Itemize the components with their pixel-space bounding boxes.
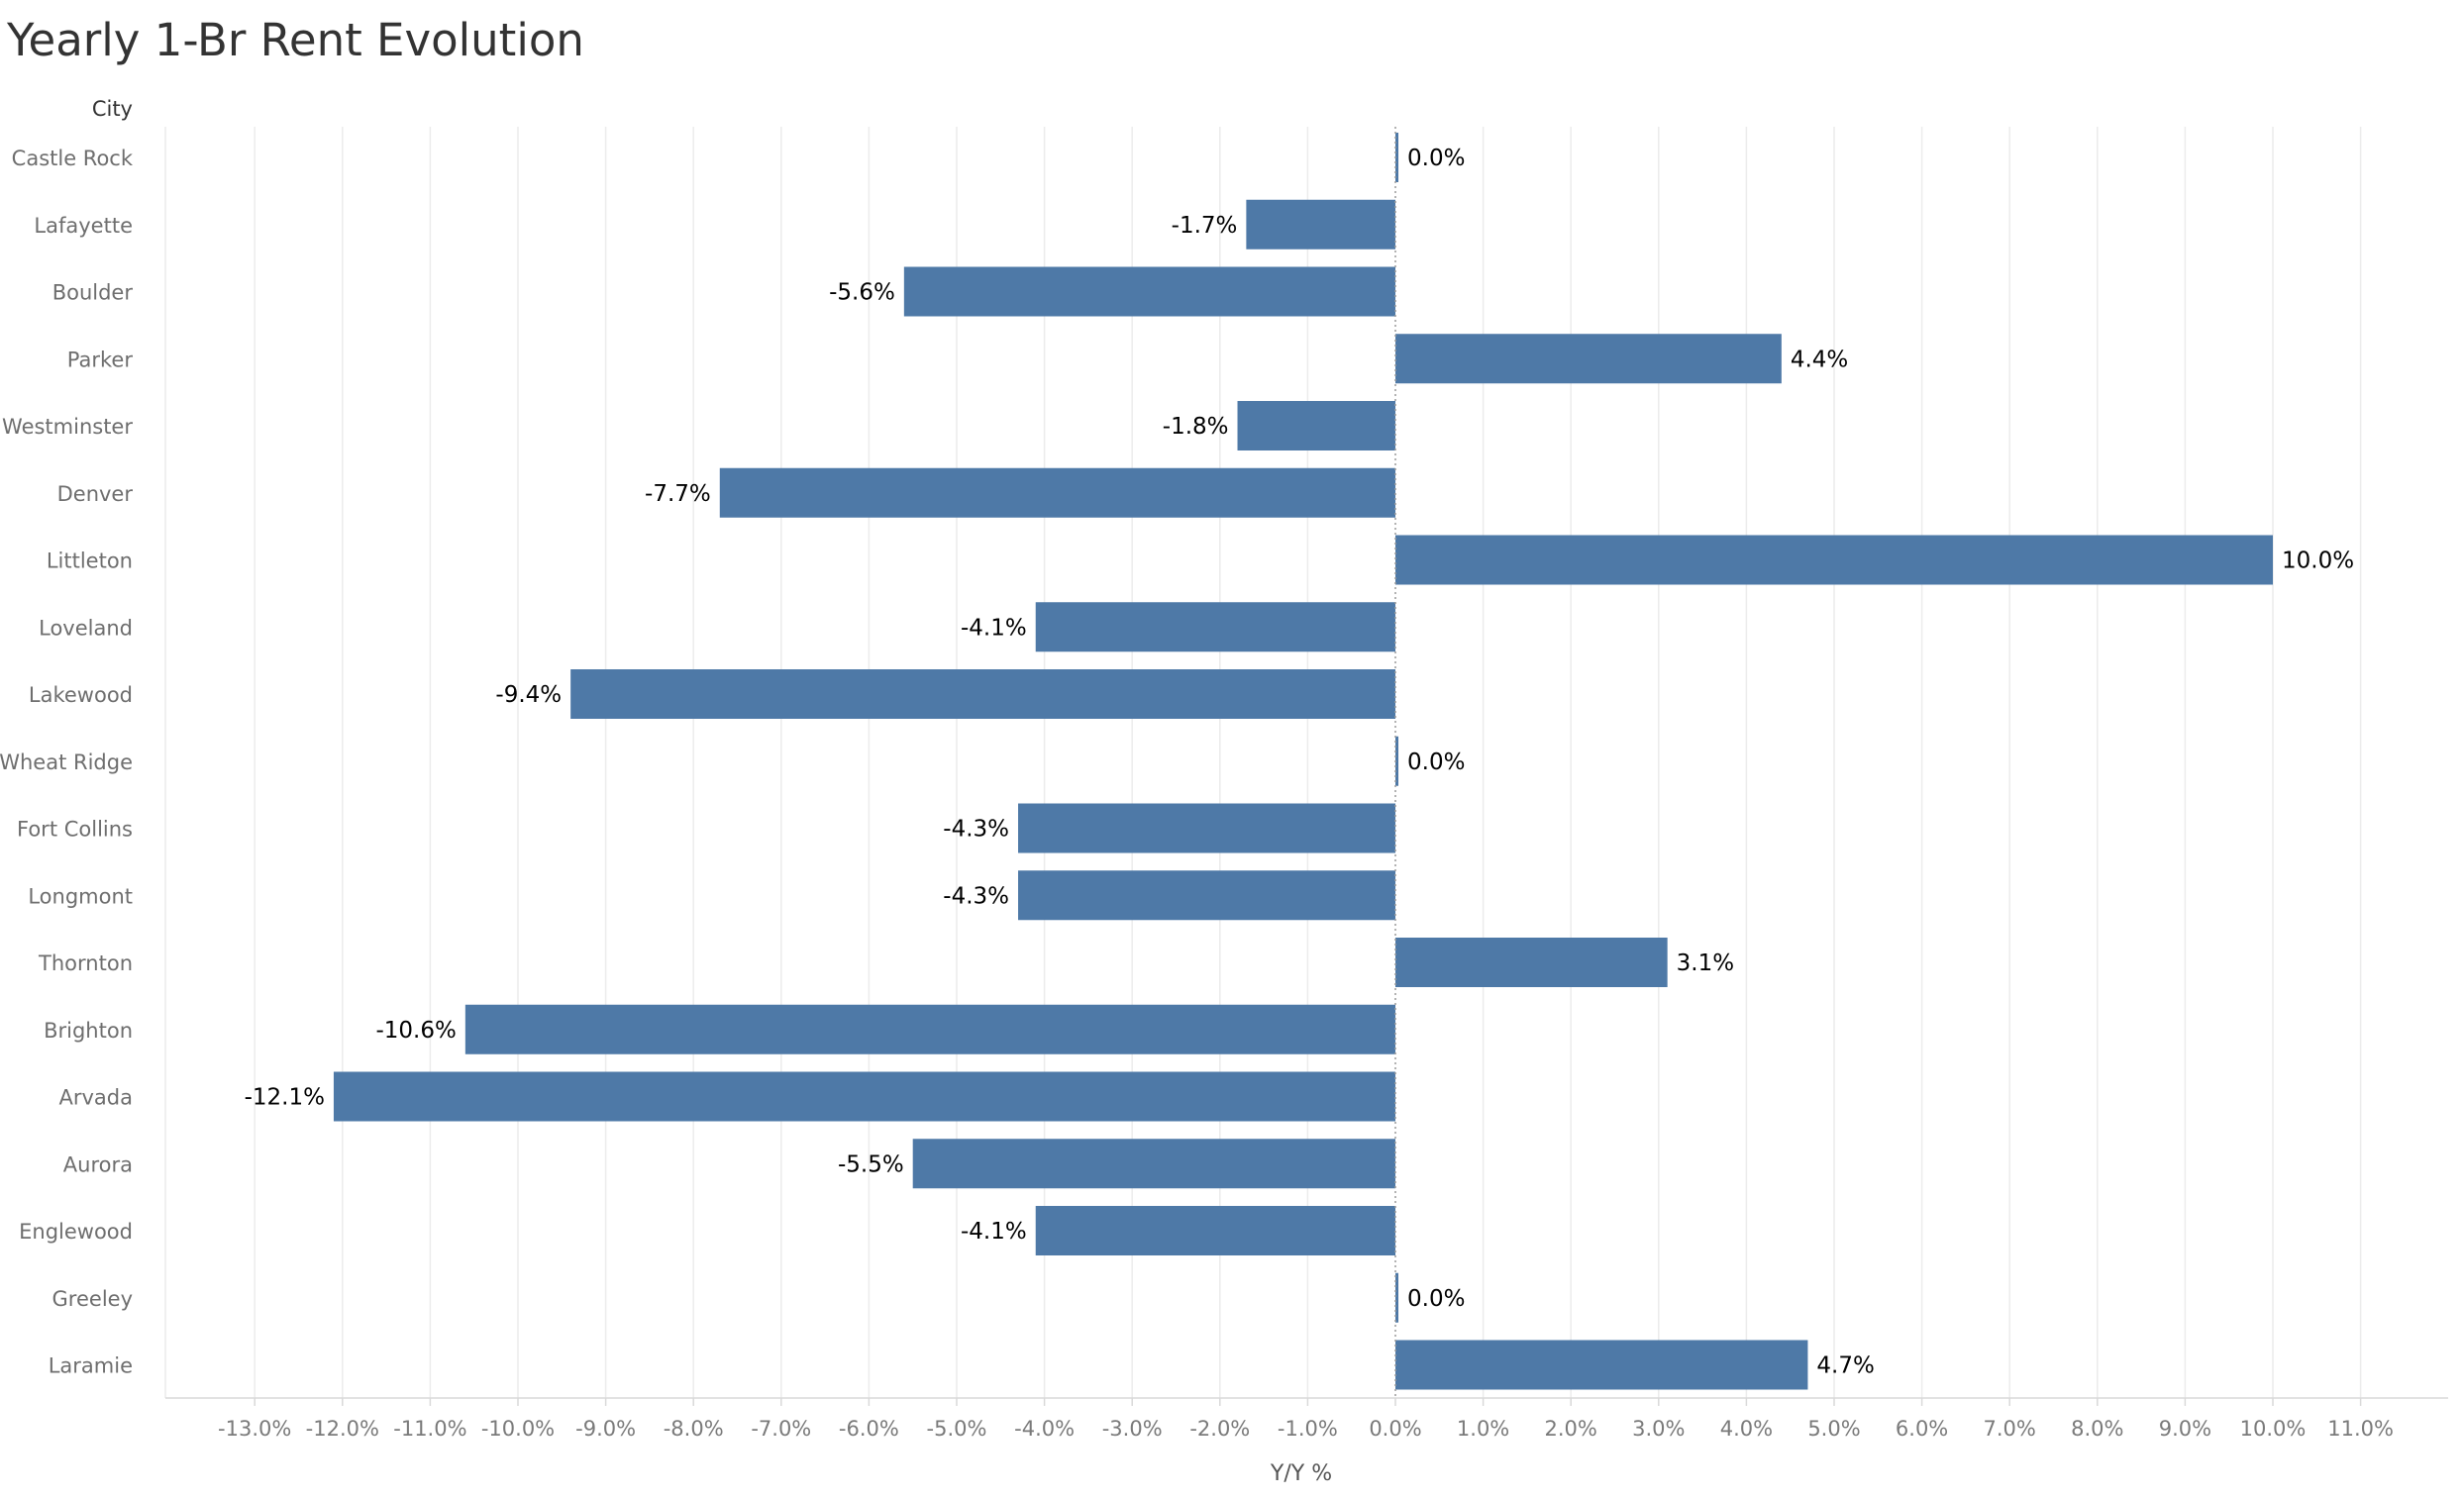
category-label: Longmont	[28, 884, 133, 908]
x-tick-label: 9.0%	[2159, 1417, 2211, 1441]
data-label: -9.4%	[495, 682, 562, 708]
data-label: 0.0%	[1407, 750, 1465, 775]
data-label: 4.4%	[1791, 347, 1848, 372]
bar	[464, 1004, 1396, 1054]
x-tick-label: -10.0%	[481, 1417, 555, 1441]
data-label: -10.6%	[375, 1018, 456, 1044]
category-label: Boulder	[52, 281, 134, 305]
x-tick-label: -11.0%	[393, 1417, 466, 1441]
category-label: Greeley	[52, 1287, 133, 1311]
bar	[1395, 535, 2273, 585]
x-tick-label: 11.0%	[2327, 1417, 2394, 1441]
category-labels: Castle Rock Lafayette Boulder Parker Westmin…	[0, 147, 134, 1378]
row-header: City	[92, 97, 133, 121]
category-label: Arvada	[59, 1086, 134, 1110]
data-label: -1.8%	[1163, 414, 1229, 440]
x-tick-label: -9.0%	[575, 1417, 636, 1441]
bar	[1246, 199, 1395, 250]
bar	[1035, 602, 1395, 652]
bar	[912, 1139, 1395, 1189]
x-tick-label: -1.0%	[1278, 1417, 1338, 1441]
bar	[1395, 736, 1398, 786]
category-label: Wheat Ridge	[0, 750, 133, 774]
category-label: Brighton	[44, 1019, 133, 1043]
x-tick-label: 7.0%	[1984, 1417, 2036, 1441]
x-tick-label: -4.0%	[1014, 1417, 1075, 1441]
bar	[1018, 870, 1395, 921]
category-label: Lakewood	[29, 683, 133, 707]
data-label: -4.3%	[943, 883, 1009, 909]
category-label: Loveland	[39, 616, 133, 640]
data-label: -7.7%	[645, 481, 711, 507]
x-tick-label: -5.0%	[927, 1417, 987, 1441]
bar	[719, 467, 1395, 518]
x-tick-label: -13.0%	[218, 1417, 291, 1441]
x-tick-label: 1.0%	[1457, 1417, 1509, 1441]
bar	[1395, 938, 1668, 987]
bar	[1237, 401, 1395, 450]
x-tick-label: 10.0%	[2240, 1417, 2307, 1441]
category-label: Englewood	[19, 1220, 133, 1244]
x-tick-label: 3.0%	[1632, 1417, 1685, 1441]
data-label: -5.5%	[838, 1151, 904, 1177]
data-label: 4.7%	[1816, 1353, 1874, 1379]
data-label: -1.7%	[1172, 213, 1238, 239]
x-tick-label: 4.0%	[1720, 1417, 1773, 1441]
category-label: Laramie	[49, 1354, 133, 1378]
bars	[333, 133, 2273, 1390]
x-tick-label: -3.0%	[1102, 1417, 1163, 1441]
bar	[333, 1071, 1396, 1122]
category-label: Parker	[67, 348, 134, 371]
x-tick-label: 8.0%	[2071, 1417, 2123, 1441]
data-label: 10.0%	[2282, 549, 2354, 574]
category-label: Lafayette	[34, 214, 133, 238]
category-label: Littleton	[47, 550, 133, 573]
x-tick-label: -6.0%	[839, 1417, 899, 1441]
bar	[1395, 133, 1398, 182]
data-label: -4.1%	[961, 615, 1027, 641]
bar	[1395, 1340, 1808, 1390]
data-label: -4.3%	[943, 817, 1009, 843]
bar	[1035, 1206, 1395, 1255]
x-tick-label: 0.0%	[1369, 1417, 1421, 1441]
x-axis-title: Y/Y %	[1270, 1461, 1332, 1486]
bar	[903, 266, 1395, 317]
data-label: 3.1%	[1677, 950, 1734, 976]
data-label: -12.1%	[245, 1085, 325, 1111]
x-axis-ticks: -13.0% -12.0% -11.0% -10.0% -9.0% -8.0% -7.0% -…	[218, 1398, 2394, 1441]
chart-title: Yearly 1-Br Rent Evolution	[7, 14, 584, 66]
data-label: -5.6%	[829, 280, 895, 306]
x-tick-label: 5.0%	[1807, 1417, 1860, 1441]
x-tick-label: -8.0%	[664, 1417, 724, 1441]
category-label: Denver	[57, 482, 134, 506]
category-label: Thornton	[38, 951, 133, 975]
bar	[1395, 1272, 1398, 1323]
category-label: Aurora	[63, 1152, 133, 1176]
data-label: 0.0%	[1407, 146, 1465, 171]
bar	[570, 669, 1395, 719]
bar	[1395, 334, 1782, 384]
data-label: 0.0%	[1407, 1286, 1465, 1312]
x-tick-label: 6.0%	[1896, 1417, 1948, 1441]
x-tick-label: -2.0%	[1189, 1417, 1250, 1441]
data-label: -4.1%	[961, 1219, 1027, 1245]
category-label: Fort Collins	[17, 818, 133, 842]
x-tick-label: -12.0%	[306, 1417, 379, 1441]
data-labels: 0.0% -1.7% -5.6% 4.4% -1.8% -7.7% 10.0% -4.1% -9…	[245, 127, 2354, 1398]
category-label: Westminster	[2, 415, 133, 439]
x-tick-label: 2.0%	[1545, 1417, 1597, 1441]
bar	[1018, 803, 1395, 853]
x-tick-label: -7.0%	[751, 1417, 811, 1441]
category-label: Castle Rock	[12, 147, 134, 170]
